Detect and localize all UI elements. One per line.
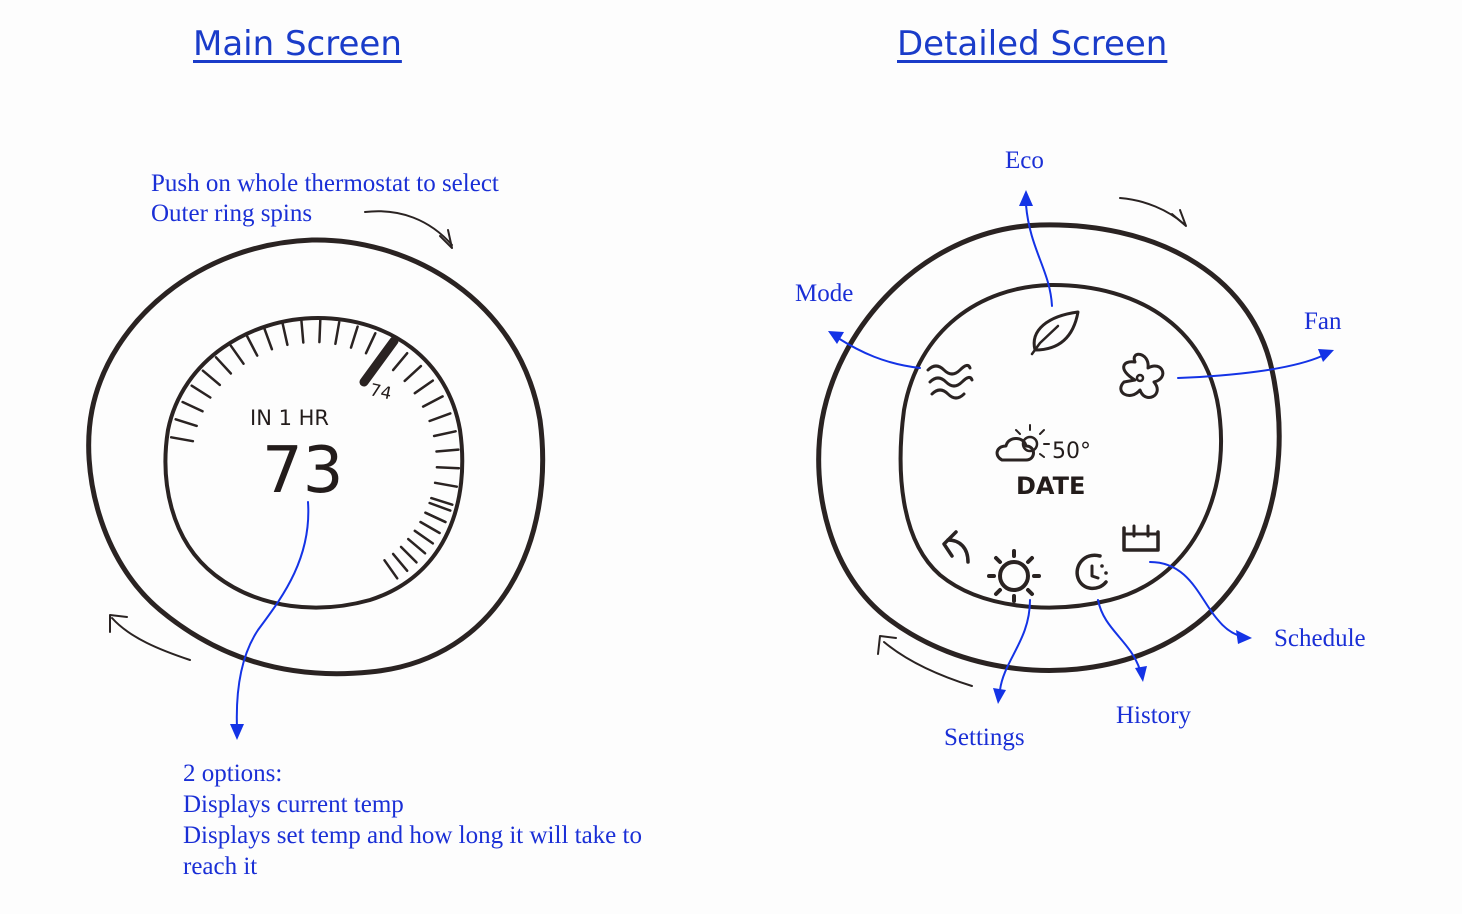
mode-connector bbox=[837, 337, 921, 369]
dial-tick bbox=[413, 529, 435, 545]
main-options-notes: 2 options: Displays current temp Display… bbox=[183, 758, 642, 882]
clock-icon[interactable] bbox=[1075, 553, 1108, 591]
options-line-2: Displays current temp bbox=[183, 791, 404, 818]
detailed-screen-heading: Detailed Screen bbox=[897, 24, 1168, 64]
detailed-rotate-arrowhead-bottom bbox=[877, 635, 897, 655]
main-note-push: Push on whole thermostat to select bbox=[151, 170, 499, 197]
dial-tick bbox=[419, 520, 441, 535]
dial-tick bbox=[364, 332, 377, 355]
dial-tick bbox=[318, 318, 322, 344]
dial-tick bbox=[399, 545, 418, 564]
dial-tick bbox=[403, 364, 423, 383]
label-eco: Eco bbox=[1005, 147, 1044, 174]
history-connector bbox=[1097, 599, 1141, 671]
dial-tick bbox=[334, 320, 341, 346]
dial-tick bbox=[421, 395, 444, 408]
dial-tick bbox=[435, 465, 461, 470]
label-mode: Mode bbox=[795, 280, 854, 307]
date-text: DATE bbox=[1016, 472, 1085, 500]
dial-tick bbox=[391, 552, 409, 573]
eco-connector bbox=[1025, 204, 1053, 307]
options-line-3: Displays set temp and how long it will t… bbox=[183, 822, 642, 849]
main-outer-ring[interactable] bbox=[86, 237, 546, 677]
options-line-4: reach it bbox=[183, 853, 258, 880]
weather-icon bbox=[995, 424, 1050, 462]
dial-tick bbox=[281, 322, 289, 347]
calendar-icon[interactable] bbox=[1122, 524, 1160, 552]
dial-tick bbox=[428, 501, 452, 512]
main-thermostat[interactable]: IN 1 HR 73 74 bbox=[86, 210, 546, 677]
dial-current-temp: 73 bbox=[262, 434, 343, 508]
dial-tick bbox=[201, 369, 222, 387]
settings-gear-icon[interactable] bbox=[987, 549, 1041, 603]
main-dial-ticks bbox=[169, 318, 461, 580]
main-screen-heading: Main Screen bbox=[193, 24, 402, 64]
schedule-connector bbox=[1149, 561, 1241, 637]
dial-tick bbox=[190, 384, 212, 399]
dial-tick bbox=[263, 327, 274, 351]
mode-waves-icon[interactable] bbox=[926, 363, 974, 400]
dial-tick bbox=[430, 496, 454, 506]
main-pointer-arrowhead bbox=[230, 724, 244, 740]
dial-tick bbox=[413, 379, 435, 395]
label-settings: Settings bbox=[944, 724, 1025, 751]
dial-setpoint-marker bbox=[359, 336, 399, 387]
dial-tick bbox=[181, 400, 204, 413]
mode-arrowhead bbox=[828, 331, 844, 344]
label-history: History bbox=[1116, 702, 1191, 729]
rotate-arrowhead-bottom bbox=[109, 614, 128, 633]
detailed-outer-ring[interactable] bbox=[816, 222, 1282, 673]
dial-tick bbox=[245, 334, 259, 357]
rotate-arrow-bottom bbox=[111, 617, 191, 661]
label-schedule: Schedule bbox=[1274, 625, 1366, 652]
dial-tick bbox=[432, 430, 457, 438]
detailed-rotate-arrow-top bbox=[1119, 197, 1185, 225]
dial-tick bbox=[428, 412, 452, 423]
dial-tick bbox=[424, 511, 447, 524]
detailed-thermostat[interactable]: 50° DATE bbox=[816, 197, 1282, 687]
fan-icon[interactable] bbox=[1119, 352, 1165, 399]
dial-tick bbox=[435, 448, 460, 453]
dial-tick bbox=[391, 351, 409, 372]
rotate-arrow-top bbox=[364, 210, 453, 246]
options-line-1: 2 options: bbox=[183, 760, 283, 787]
dial-caption: IN 1 HR bbox=[250, 406, 329, 430]
settings-arrowhead bbox=[993, 688, 1006, 704]
fan-connector bbox=[1177, 355, 1323, 379]
settings-connector bbox=[999, 599, 1031, 691]
history-arrowhead bbox=[1135, 666, 1147, 682]
detailed-inner-dial bbox=[898, 282, 1223, 610]
dial-tick bbox=[214, 356, 233, 375]
dial-target-temp: 74 bbox=[368, 380, 393, 404]
main-note-ring: Outer ring spins bbox=[151, 200, 313, 227]
dial-tick bbox=[174, 418, 198, 428]
main-inner-dial bbox=[163, 316, 465, 610]
weather-temp: 50° bbox=[1052, 439, 1091, 464]
dial-tick bbox=[383, 559, 399, 580]
dial-tick bbox=[169, 436, 195, 443]
schedule-arrowhead bbox=[1236, 630, 1252, 644]
eco-arrowhead bbox=[1019, 190, 1033, 206]
label-fan: Fan bbox=[1304, 308, 1342, 335]
dial-tick bbox=[229, 344, 245, 365]
dial-tick bbox=[300, 319, 305, 344]
dial-tick bbox=[433, 481, 459, 488]
detailed-rotate-arrowhead-top bbox=[1171, 209, 1187, 227]
fan-arrowhead bbox=[1318, 349, 1334, 362]
rotate-arrowhead-top bbox=[439, 229, 453, 249]
dial-tick bbox=[406, 537, 427, 555]
leaf-icon[interactable] bbox=[1030, 310, 1080, 356]
main-pointer-arrow bbox=[235, 501, 310, 729]
dial-tick bbox=[349, 325, 359, 349]
detailed-rotate-arrow-bottom bbox=[883, 641, 973, 687]
back-arrow-icon[interactable] bbox=[942, 530, 970, 564]
